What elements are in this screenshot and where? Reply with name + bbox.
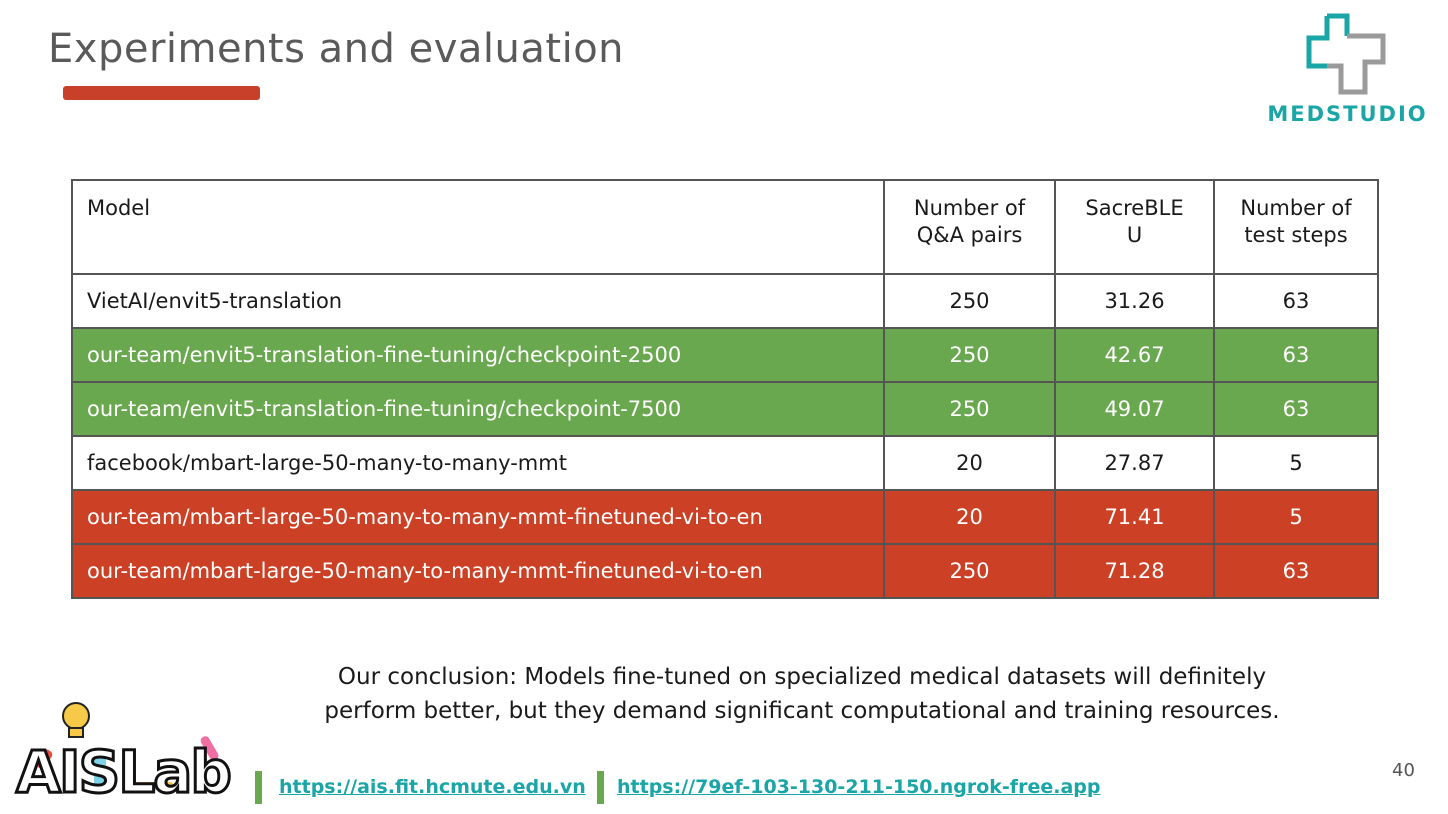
header-test-steps: Number of test steps — [1213, 179, 1379, 275]
aislab-logo-art: AISLab — [15, 702, 233, 808]
cell-pairs: 20 — [883, 489, 1056, 545]
cell-model: our-team/mbart-large-50-many-to-many-mmt… — [71, 489, 885, 545]
cell-steps: 63 — [1213, 543, 1379, 599]
cell-sacrebleu: 49.07 — [1054, 381, 1215, 437]
table-row: VietAI/envit5-translation 250 31.26 63 — [71, 273, 1379, 329]
table-row: our-team/mbart-large-50-many-to-many-mmt… — [71, 489, 1379, 545]
conclusion-line: perform better, but they demand signific… — [324, 698, 1280, 724]
table-header-row: Model Number of Q&A pairs SacreBLE U Numbe… — [71, 179, 1379, 275]
medical-cross-icon — [1306, 13, 1386, 95]
cell-model: VietAI/envit5-translation — [71, 273, 885, 329]
cell-pairs: 250 — [883, 273, 1056, 329]
cell-steps: 63 — [1213, 381, 1379, 437]
demo-app-link[interactable]: https://79ef-103-130-211-150.ngrok-free.… — [617, 776, 1101, 798]
results-table: Model Number of Q&A pairs SacreBLE U Numbe… — [71, 179, 1379, 599]
conclusion-line: Our conclusion: Models fine-tuned on spe… — [337, 664, 1267, 690]
table-row: our-team/mbart-large-50-many-to-many-mmt… — [71, 543, 1379, 599]
slide-title: Experiments and evaluation — [48, 26, 625, 72]
cell-sacrebleu: 71.28 — [1054, 543, 1215, 599]
cell-steps: 63 — [1213, 327, 1379, 383]
cell-model: our-team/envit5-translation-fine-tuning/… — [71, 327, 885, 383]
cell-sacrebleu: 31.26 — [1054, 273, 1215, 329]
link-divider — [597, 771, 604, 804]
title-underline — [63, 86, 260, 100]
cell-sacrebleu: 27.87 — [1054, 435, 1215, 491]
cell-pairs: 250 — [883, 327, 1056, 383]
table-row: our-team/envit5-translation-fine-tuning/… — [71, 381, 1379, 437]
table-row: our-team/envit5-translation-fine-tuning/… — [71, 327, 1379, 383]
medstudio-logo: MEDSTUDIO — [1260, 12, 1435, 126]
cell-steps: 63 — [1213, 273, 1379, 329]
aislab-website-link[interactable]: https://ais.fit.hcmute.edu.vn — [279, 776, 586, 798]
header-qa-pairs: Number of Q&A pairs — [883, 179, 1056, 275]
aislab-logo: AISLab — [14, 700, 246, 808]
cell-steps: 5 — [1213, 489, 1379, 545]
cell-model: facebook/mbart-large-50-many-to-many-mmt — [71, 435, 885, 491]
conclusion-text: Our conclusion: Models fine-tuned on spe… — [262, 660, 1342, 728]
cell-model: our-team/envit5-translation-fine-tuning/… — [71, 381, 885, 437]
page-number: 40 — [1392, 760, 1415, 781]
cell-sacrebleu: 42.67 — [1054, 327, 1215, 383]
cell-pairs: 20 — [883, 435, 1056, 491]
medstudio-wordmark: MEDSTUDIO — [1267, 102, 1428, 126]
table-row: facebook/mbart-large-50-many-to-many-mmt… — [71, 435, 1379, 491]
cell-sacrebleu: 71.41 — [1054, 489, 1215, 545]
svg-text:AISLab: AISLab — [16, 738, 230, 800]
cell-model: our-team/mbart-large-50-many-to-many-mmt… — [71, 543, 885, 599]
cell-pairs: 250 — [883, 381, 1056, 437]
cell-pairs: 250 — [883, 543, 1056, 599]
header-sacrebleu: SacreBLE U — [1054, 179, 1215, 275]
link-divider — [255, 771, 262, 804]
header-model: Model — [71, 179, 885, 275]
cell-steps: 5 — [1213, 435, 1379, 491]
